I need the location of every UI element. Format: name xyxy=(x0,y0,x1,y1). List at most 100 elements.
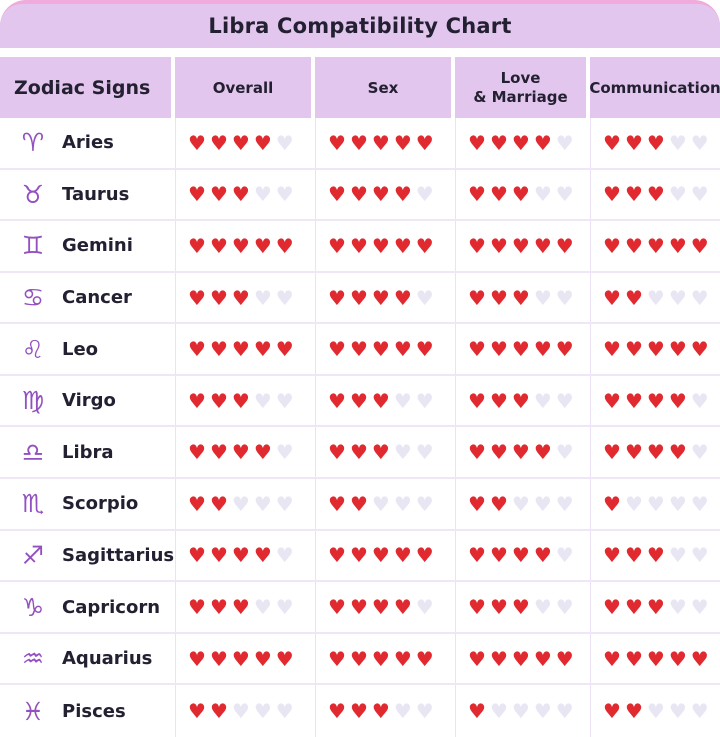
heart-filled-icon: ♥ xyxy=(624,595,643,620)
heart-empty-icon: ♥ xyxy=(415,595,434,620)
rating-overall: ♥ ♥ ♥ ♥ ♥ xyxy=(175,272,315,323)
zodiac-sign-name: Leo xyxy=(62,338,99,360)
heart-filled-icon: ♥ xyxy=(624,337,643,362)
heart-empty-icon: ♥ xyxy=(533,388,552,413)
heart-empty-icon: ♥ xyxy=(393,388,412,413)
heart-filled-icon: ♥ xyxy=(603,699,621,724)
heart-filled-icon: ♥ xyxy=(489,337,508,362)
heart-filled-icon: ♥ xyxy=(603,233,621,258)
heart-empty-icon: ♥ xyxy=(555,440,574,465)
heart-filled-icon: ♥ xyxy=(231,388,250,413)
heart-empty-icon: ♥ xyxy=(253,699,272,724)
heart-filled-icon: ♥ xyxy=(328,182,346,207)
heart-filled-icon: ♥ xyxy=(646,130,665,155)
table-body: ♈ Aries ♥ ♥ ♥ ♥ ♥ ♥ ♥ ♥ ♥ ♥ ♥ ♥ ♥ ♥ ♥ ♥ ♥ ♥ ♥ ♥ ♉ Taurus… xyxy=(0,118,720,737)
heart-filled-icon: ♥ xyxy=(371,595,390,620)
rating-communication: ♥ ♥ ♥ ♥ ♥ xyxy=(590,427,720,478)
heart-empty-icon: ♥ xyxy=(275,285,294,310)
heart-empty-icon: ♥ xyxy=(275,182,294,207)
heart-filled-icon: ♥ xyxy=(253,543,272,568)
heart-filled-icon: ♥ xyxy=(328,491,346,516)
heart-filled-icon: ♥ xyxy=(468,440,486,465)
heart-filled-icon: ♥ xyxy=(371,440,390,465)
heart-filled-icon: ♥ xyxy=(489,285,508,310)
rating-communication: ♥ ♥ ♥ ♥ ♥ xyxy=(590,375,720,426)
rating-sex: ♥ ♥ ♥ ♥ ♥ xyxy=(315,169,455,220)
zodiac-symbol-icon: ♑ xyxy=(21,592,45,622)
rating-overall: ♥ ♥ ♥ ♥ ♥ xyxy=(175,479,315,529)
heart-filled-icon: ♥ xyxy=(188,182,206,207)
heart-empty-icon: ♥ xyxy=(668,491,687,516)
rating-communication: ♥ ♥ ♥ ♥ ♥ xyxy=(590,530,720,581)
heart-filled-icon: ♥ xyxy=(489,130,508,155)
rating-love-marriage: ♥ ♥ ♥ ♥ ♥ xyxy=(455,685,590,737)
rating-communication: ♥ ♥ ♥ ♥ ♥ xyxy=(590,272,720,323)
heart-empty-icon: ♥ xyxy=(533,699,552,724)
heart-filled-icon: ♥ xyxy=(231,337,250,362)
heart-filled-icon: ♥ xyxy=(468,182,486,207)
heart-filled-icon: ♥ xyxy=(511,595,530,620)
zodiac-symbol-icon: ♒ xyxy=(21,644,45,674)
table-row: ♓ Pisces ♥ ♥ ♥ ♥ ♥ ♥ ♥ ♥ ♥ ♥ ♥ ♥ ♥ ♥ ♥ ♥ ♥ ♥ ♥ ♥ xyxy=(0,685,720,737)
heart-filled-icon: ♥ xyxy=(468,699,486,724)
zodiac-symbol-icon: ♎ xyxy=(21,437,45,467)
heart-empty-icon: ♥ xyxy=(555,285,574,310)
heart-empty-icon: ♥ xyxy=(253,285,272,310)
heart-filled-icon: ♥ xyxy=(209,337,228,362)
heart-filled-icon: ♥ xyxy=(371,699,390,724)
heart-filled-icon: ♥ xyxy=(349,543,368,568)
column-header-zodiac-signs: Zodiac Signs xyxy=(0,57,175,118)
zodiac-symbol-icon: ♌ xyxy=(21,334,45,364)
heart-filled-icon: ♥ xyxy=(209,595,228,620)
heart-filled-icon: ♥ xyxy=(668,646,687,671)
heart-filled-icon: ♥ xyxy=(231,440,250,465)
heart-filled-icon: ♥ xyxy=(231,595,250,620)
rating-overall: ♥ ♥ ♥ ♥ ♥ xyxy=(175,530,315,581)
heart-filled-icon: ♥ xyxy=(555,337,574,362)
rating-love-marriage: ♥ ♥ ♥ ♥ ♥ xyxy=(455,479,590,529)
rating-communication: ♥ ♥ ♥ ♥ ♥ xyxy=(590,118,720,168)
heart-empty-icon: ♥ xyxy=(668,595,687,620)
table-row: ♎ Libra ♥ ♥ ♥ ♥ ♥ ♥ ♥ ♥ ♥ ♥ ♥ ♥ ♥ ♥ ♥ ♥ ♥ ♥ ♥ ♥ xyxy=(0,427,720,480)
zodiac-sign-cell: ♒ Aquarius xyxy=(0,634,175,684)
heart-filled-icon: ♥ xyxy=(533,543,552,568)
heart-filled-icon: ♥ xyxy=(603,388,621,413)
zodiac-sign-cell: ♌ Leo xyxy=(0,324,175,374)
heart-filled-icon: ♥ xyxy=(468,233,486,258)
heart-filled-icon: ♥ xyxy=(690,233,709,258)
heart-filled-icon: ♥ xyxy=(328,337,346,362)
heart-empty-icon: ♥ xyxy=(415,491,434,516)
rating-communication: ♥ ♥ ♥ ♥ ♥ xyxy=(590,324,720,374)
zodiac-symbol-icon: ♐ xyxy=(21,540,45,570)
heart-empty-icon: ♥ xyxy=(231,699,250,724)
heart-filled-icon: ♥ xyxy=(603,646,621,671)
heart-filled-icon: ♥ xyxy=(253,440,272,465)
heart-filled-icon: ♥ xyxy=(646,543,665,568)
heart-filled-icon: ♥ xyxy=(188,595,206,620)
heart-filled-icon: ♥ xyxy=(489,543,508,568)
rating-love-marriage: ♥ ♥ ♥ ♥ ♥ xyxy=(455,427,590,478)
heart-filled-icon: ♥ xyxy=(624,388,643,413)
heart-filled-icon: ♥ xyxy=(188,233,206,258)
heart-empty-icon: ♥ xyxy=(668,182,687,207)
heart-filled-icon: ♥ xyxy=(371,233,390,258)
heart-filled-icon: ♥ xyxy=(328,699,346,724)
heart-filled-icon: ♥ xyxy=(349,285,368,310)
heart-filled-icon: ♥ xyxy=(415,337,434,362)
heart-empty-icon: ♥ xyxy=(690,130,709,155)
heart-filled-icon: ♥ xyxy=(624,182,643,207)
heart-empty-icon: ♥ xyxy=(533,491,552,516)
heart-filled-icon: ♥ xyxy=(349,182,368,207)
heart-filled-icon: ♥ xyxy=(511,543,530,568)
heart-filled-icon: ♥ xyxy=(209,646,228,671)
heart-empty-icon: ♥ xyxy=(646,491,665,516)
heart-filled-icon: ♥ xyxy=(328,646,346,671)
heart-filled-icon: ♥ xyxy=(489,233,508,258)
heart-empty-icon: ♥ xyxy=(415,285,434,310)
heart-filled-icon: ♥ xyxy=(468,646,486,671)
heart-empty-icon: ♥ xyxy=(511,491,530,516)
heart-filled-icon: ♥ xyxy=(468,543,486,568)
heart-filled-icon: ♥ xyxy=(415,130,434,155)
heart-filled-icon: ♥ xyxy=(349,440,368,465)
heart-filled-icon: ♥ xyxy=(646,595,665,620)
